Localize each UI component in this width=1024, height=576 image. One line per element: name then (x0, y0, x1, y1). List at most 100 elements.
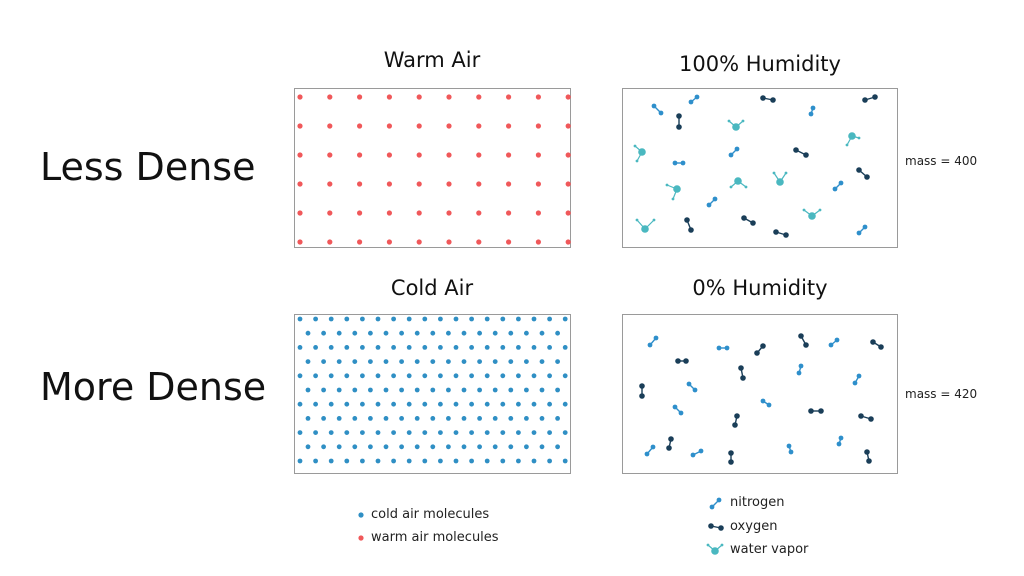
nitrogen-molecule (688, 94, 700, 105)
warm-molecule (327, 181, 333, 187)
legend-cold: cold air molecules (357, 507, 489, 522)
cold-molecule (336, 330, 342, 336)
cold-molecule (453, 458, 459, 464)
cold-molecule (406, 458, 412, 464)
nitrogen-molecule (832, 180, 844, 192)
cold-molecule (336, 416, 342, 421)
cold-molecule (469, 345, 474, 350)
cold-molecule (446, 416, 451, 421)
cold-molecule (500, 345, 506, 350)
cold-molecule (492, 359, 498, 364)
cold-molecule (446, 330, 451, 336)
oxygen-molecule (760, 95, 776, 103)
warm-molecule (357, 239, 363, 245)
warm-molecule (476, 123, 482, 129)
cold-molecule (524, 416, 529, 421)
cold-molecule (461, 387, 467, 393)
cold-molecule (336, 444, 342, 450)
cold-molecule (446, 444, 451, 450)
cold-molecule-icon (358, 511, 364, 518)
oxygen-molecule (858, 413, 874, 422)
cold-molecule (469, 401, 474, 407)
warm-molecule (297, 210, 303, 216)
warm-molecule (506, 94, 512, 100)
cold-molecule (422, 373, 428, 379)
cold-molecule (375, 430, 381, 435)
cold-molecule (414, 387, 420, 393)
legend-water-label: water vapor (730, 541, 809, 557)
cold-molecule (328, 316, 334, 322)
cold-molecule (492, 416, 498, 421)
warm-molecule (565, 94, 571, 100)
cold-molecule (297, 316, 303, 322)
cold-molecule (360, 401, 365, 407)
cold-molecule (562, 373, 568, 379)
warm-molecule (476, 152, 482, 158)
warm-molecule (476, 94, 482, 100)
water-vapor-molecule (665, 183, 681, 201)
warm-molecule (476, 210, 482, 216)
nitrogen-molecule (716, 345, 730, 351)
cold-molecule (524, 387, 529, 393)
cold-molecule (352, 444, 358, 450)
warm-air-panel (294, 88, 571, 248)
warm-molecule (565, 123, 571, 129)
cold-molecule (406, 430, 412, 435)
cold-molecule (422, 316, 428, 322)
warm-molecule (446, 123, 452, 129)
cold-molecule (438, 373, 443, 379)
oxygen-molecule (676, 113, 682, 130)
humid-air-panel (622, 88, 898, 248)
cold-molecule (508, 444, 514, 450)
cold-molecule (430, 359, 436, 364)
cold-molecule (516, 373, 521, 379)
warm-molecule (535, 181, 541, 187)
nitrogen-molecule (672, 404, 684, 416)
warm-molecule (535, 123, 541, 129)
water-vapor-molecule (845, 132, 861, 147)
legend-oxygen: oxygen (708, 519, 777, 534)
nitrogen-molecule (808, 105, 816, 117)
humid-title: 100% Humidity (679, 52, 841, 76)
warm-molecule (297, 94, 303, 100)
nitrogen-icon (709, 497, 722, 509)
cold-molecule (383, 359, 389, 364)
cold-air-dots (297, 316, 568, 464)
cold-molecule (438, 345, 443, 350)
warm-molecule (416, 210, 422, 216)
warm-molecule (476, 239, 482, 245)
cold-molecule (328, 458, 334, 464)
cold-molecule (344, 430, 350, 435)
warm-molecule (357, 94, 363, 100)
warm-molecule (297, 123, 303, 129)
cold-molecule (399, 330, 404, 336)
cold-molecule (391, 430, 396, 435)
warm-molecule (446, 210, 452, 216)
warm-molecule (446, 94, 452, 100)
cold-molecule (484, 430, 490, 435)
cold-molecule (555, 416, 560, 421)
cold-molecule (305, 387, 311, 393)
warm-molecule (386, 239, 392, 245)
cold-molecule (344, 316, 350, 322)
oxygen-molecule (793, 147, 809, 158)
cold-molecule (399, 416, 404, 421)
cold-molecule (524, 359, 529, 364)
cold-molecule (562, 430, 568, 435)
cold-molecule (547, 430, 552, 435)
cold-molecule (500, 458, 506, 464)
oxygen-molecule (666, 436, 674, 451)
cold-molecule (344, 373, 350, 379)
dry-air-panel (622, 314, 898, 474)
cold-molecule (368, 416, 373, 421)
legend-cold-label: cold air molecules (371, 507, 490, 522)
cold-molecule (492, 330, 498, 336)
cold-molecule (360, 345, 365, 350)
cold-molecule (484, 316, 490, 322)
cold-molecule (516, 401, 521, 407)
cold-molecule (446, 359, 451, 364)
oxygen-molecule (675, 358, 689, 364)
warm-molecule (386, 152, 392, 158)
cold-molecule (562, 401, 568, 407)
warm-molecule (416, 181, 422, 187)
